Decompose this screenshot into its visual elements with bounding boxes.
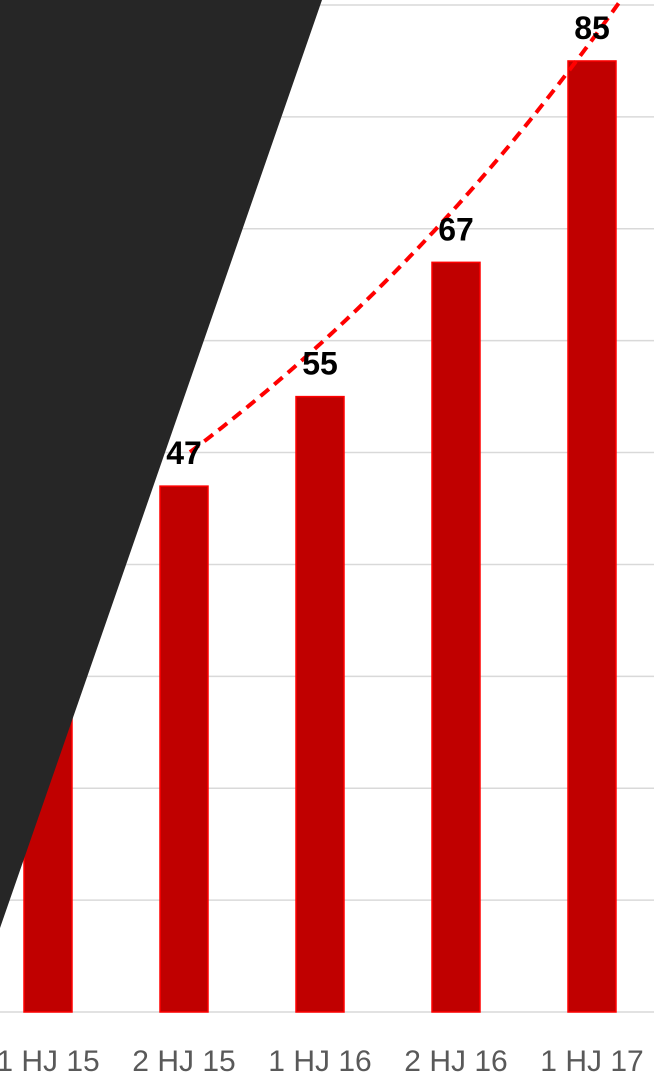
bar bbox=[159, 485, 209, 1013]
category-label: 2 HJ 16 bbox=[404, 1045, 507, 1075]
bar bbox=[295, 395, 345, 1013]
data-labels: 47 55 67 85 bbox=[166, 10, 610, 471]
data-label: 67 bbox=[438, 211, 474, 247]
category-label: 2 HJ 15 bbox=[132, 1045, 235, 1075]
trendline bbox=[188, 0, 624, 454]
category-labels: 1 HJ 15 2 HJ 15 1 HJ 16 2 HJ 16 1 HJ 17 bbox=[0, 1045, 644, 1075]
data-label: 55 bbox=[302, 346, 338, 382]
data-label: 47 bbox=[166, 435, 202, 471]
category-label: 1 HJ 17 bbox=[540, 1045, 643, 1075]
category-label: 1 HJ 15 bbox=[0, 1045, 100, 1075]
dark-overlay-shape bbox=[0, 0, 322, 928]
bar bbox=[567, 60, 617, 1013]
category-label: 1 HJ 16 bbox=[268, 1045, 371, 1075]
bar bbox=[431, 261, 481, 1013]
data-label: 85 bbox=[574, 10, 610, 46]
